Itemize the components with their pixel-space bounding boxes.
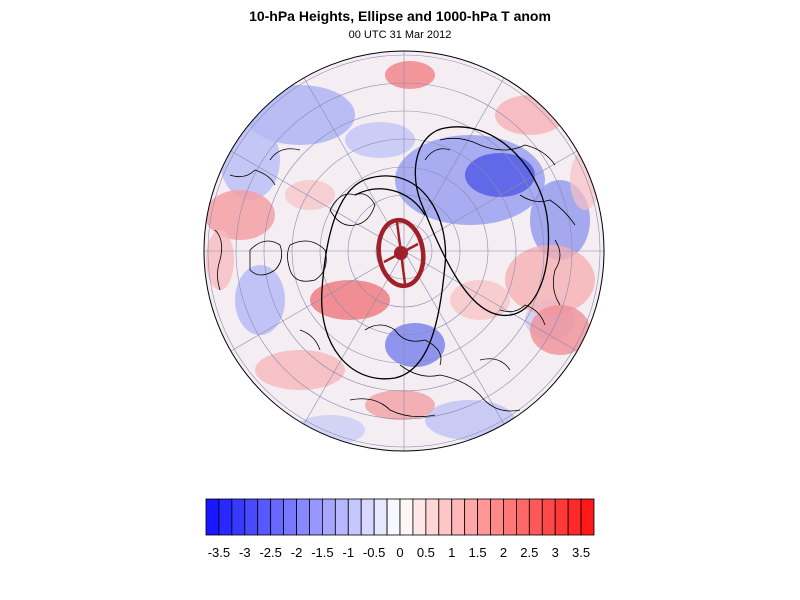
colorbar-swatch [360, 498, 375, 536]
colorbar-swatch [516, 498, 530, 536]
colorbar-tick-label: -2.5 [259, 545, 281, 560]
colorbar-swatch [567, 498, 582, 536]
colorbar-swatch [386, 498, 401, 536]
colorbar-tick-label: -3 [239, 545, 251, 560]
globe-outline [203, 50, 605, 452]
colorbar-tick-label: -0.5 [363, 545, 385, 560]
colorbar-swatch [309, 498, 323, 536]
colorbar-swatch [490, 498, 504, 536]
colorbar-swatch [296, 498, 310, 536]
colorbar-swatch [334, 498, 349, 536]
colorbar-tick-label: -1 [342, 545, 354, 560]
colorbar-swatch [283, 498, 297, 536]
colorbar-tick-label: 1 [448, 545, 455, 560]
vortex-ellipse [376, 217, 426, 289]
colorbar-tick-label: -3.5 [208, 545, 230, 560]
graticule [204, 51, 604, 451]
colorbar-swatch [580, 498, 595, 536]
colorbar-swatch [244, 498, 259, 536]
colorbar-swatch [257, 498, 272, 536]
colorbar-tick-label: 0 [396, 545, 403, 560]
colorbar-swatch [399, 498, 414, 536]
colorbar-tick-label: 2 [500, 545, 507, 560]
colorbar-tick-label: 0.5 [417, 545, 435, 560]
colorbar-tick-label: 1.5 [469, 545, 487, 560]
colorbar-swatch [503, 498, 517, 536]
colorbar-swatch [218, 498, 233, 536]
colorbar-tick-label: 2.5 [520, 545, 538, 560]
colorbar-tick-label: 3 [552, 545, 559, 560]
vortex-centroid [394, 246, 408, 260]
colorbar-swatch [528, 498, 543, 536]
colorbar-swatch [464, 498, 479, 536]
colorbar-swatch [321, 498, 336, 536]
colorbar-swatch [205, 498, 220, 536]
colorbar-swatch [412, 498, 427, 536]
colorbar-swatch [347, 498, 362, 536]
colorbar-tick-label: -1.5 [311, 545, 333, 560]
colorbar-swatch [438, 498, 453, 536]
colorbar-tick-label: 3.5 [572, 545, 590, 560]
colorbar-swatch [451, 498, 466, 536]
colorbar: -3.5 -3 -2.5 -2 -1.5 -1 -0.5 0 0.5 1 1.5 2 2.5 3 3.5 [205, 498, 595, 560]
height-contours [321, 126, 550, 380]
colorbar-tick-label: -2 [291, 545, 303, 560]
figure-subtitle: 00 UTC 31 Mar 2012 [348, 29, 452, 41]
colorbar-swatch [541, 498, 556, 536]
colorbar-swatch [373, 498, 388, 536]
colorbar-swatch [554, 498, 569, 536]
polar-globe [203, 50, 605, 452]
figure-title: 10-hPa Heights, Ellipse and 1000-hPa T a… [249, 8, 551, 24]
colorbar-swatch [477, 498, 491, 536]
colorbar-swatch [425, 498, 440, 536]
colorbar-swatch [231, 498, 246, 536]
colorbar-swatch [270, 498, 285, 536]
